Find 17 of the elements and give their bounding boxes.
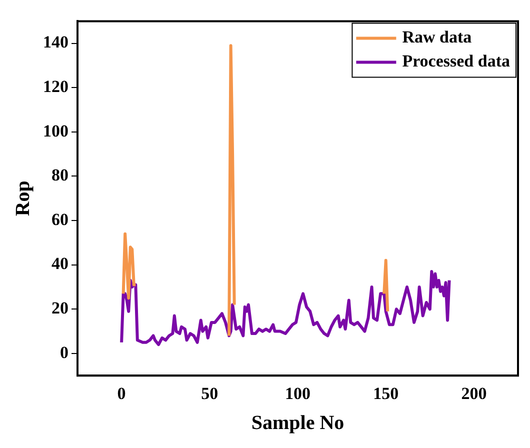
y-tick-label: 140 xyxy=(43,32,68,52)
x-tick-label: 200 xyxy=(461,384,487,404)
x-tick-label: 150 xyxy=(373,384,399,404)
x-tick-label: 0 xyxy=(117,384,126,404)
y-axis-title: Rop xyxy=(12,180,34,216)
y-tick-label: 0 xyxy=(60,342,68,362)
x-tick-label: 50 xyxy=(201,384,218,404)
x-axis-title: Sample No xyxy=(251,412,344,434)
legend-label: Raw data xyxy=(402,28,472,47)
x-tick-label: 100 xyxy=(285,384,310,404)
y-tick-label: 40 xyxy=(52,254,68,274)
y-tick-label: 20 xyxy=(52,298,68,318)
y-tick-label: 80 xyxy=(52,166,68,185)
legend-label: Processed data xyxy=(402,52,510,71)
y-tick-label: 60 xyxy=(52,210,68,229)
y-tick-label: 100 xyxy=(43,121,68,140)
y-tick-label: 120 xyxy=(43,77,68,96)
